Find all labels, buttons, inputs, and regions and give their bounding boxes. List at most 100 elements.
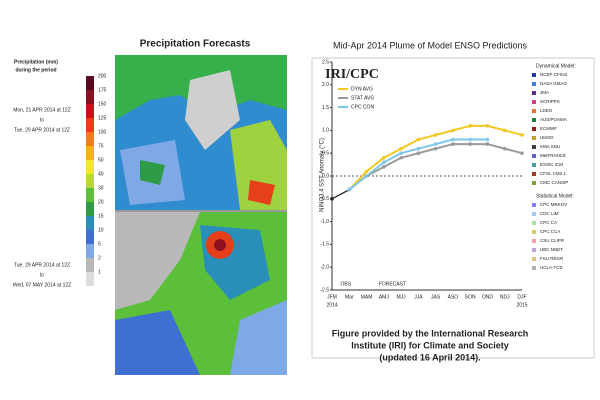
x-tick-label: MAM	[361, 294, 373, 300]
model-name: UBC NNET	[540, 247, 563, 252]
model-name: CPC CCA	[540, 229, 560, 234]
caption: Institute (IRI) for Climate and Society	[351, 340, 509, 350]
model-name: SCRIPPS	[540, 99, 560, 104]
x-tick-label: ASO	[448, 294, 459, 300]
maps-title: Precipitation Forecasts	[140, 39, 251, 50]
model-swatch	[532, 154, 536, 158]
model-swatch	[532, 221, 536, 225]
series-point	[347, 187, 352, 192]
colorbar-segment	[86, 216, 94, 230]
model-swatch	[532, 257, 536, 261]
series-point	[382, 160, 386, 165]
logo: IRI/CPC	[325, 67, 379, 82]
model-name: UKMO	[540, 135, 554, 140]
model-swatch	[532, 230, 536, 234]
colorbar-tick-label: 1	[98, 269, 101, 275]
model-swatch	[532, 203, 536, 207]
y-tick-label: -2.0	[320, 265, 329, 271]
series-point	[382, 165, 386, 169]
series-point	[382, 155, 386, 160]
period-label: FORECAST	[379, 281, 406, 287]
map-top	[115, 55, 287, 210]
y-tick-label: -1.5	[320, 242, 329, 248]
colorbar-segment	[86, 76, 94, 90]
series-point	[520, 151, 524, 155]
colorbar-tick-label: 15	[98, 213, 104, 219]
model-name: AUS/POAMA	[540, 117, 567, 122]
model-swatch	[532, 266, 536, 270]
series-point	[485, 142, 490, 146]
model-swatch	[532, 239, 536, 243]
series-line	[331, 189, 350, 200]
colorbar-tick-label: 75	[98, 143, 104, 149]
series-point	[468, 124, 472, 128]
legend-label: CPC CON	[351, 104, 374, 110]
map-bottom	[115, 212, 287, 375]
y-tick-label: -1.0	[320, 219, 329, 225]
caption: (updated 16 April 2014).	[379, 352, 480, 362]
period-to: to	[40, 117, 44, 123]
model-swatch	[532, 91, 536, 95]
colorbar-tick-label: 175	[98, 87, 107, 93]
model-swatch	[532, 127, 536, 131]
period-to: to	[40, 272, 44, 278]
colorbar-tick-label: 40	[98, 171, 104, 177]
colorbar-segment	[86, 146, 94, 160]
y-tick-label: 2.0	[322, 82, 329, 88]
colorbar-tick-label: 50	[98, 157, 104, 163]
model-swatch	[532, 73, 536, 77]
colorbar-segment	[86, 272, 94, 286]
model-swatch	[532, 145, 536, 149]
colorbar-tick-label: 20	[98, 199, 104, 205]
series-point	[399, 151, 403, 155]
model-name: JMA	[540, 90, 549, 95]
series-point	[502, 128, 507, 133]
x-tick-label: NDJ	[500, 294, 510, 300]
y-tick-label: -0.5	[320, 196, 329, 202]
series-point	[364, 169, 369, 174]
model-swatch	[532, 109, 536, 113]
series-point	[451, 128, 455, 133]
series-point	[330, 197, 334, 201]
series-point	[416, 137, 421, 142]
model-group-heading: Dynamical Model:	[536, 63, 576, 69]
period-label: OBS	[341, 281, 352, 287]
series-point	[399, 146, 403, 151]
series-point	[502, 146, 507, 151]
model-name: FSU REGR	[540, 256, 564, 261]
series-point	[416, 146, 421, 151]
colorbar-segment	[86, 90, 94, 104]
y-tick-label: 1.0	[322, 128, 329, 134]
model-swatch	[532, 118, 536, 122]
model-swatch	[532, 181, 536, 185]
model-name: ECMWF	[540, 126, 557, 131]
colorbar-segment	[86, 258, 94, 272]
colorbar-segment	[86, 244, 94, 258]
model-name: CDC LIM	[540, 211, 559, 216]
colorbar-segment	[86, 188, 94, 202]
colorbar-tick-label: 30	[98, 185, 104, 191]
model-name: LDEO	[540, 108, 553, 113]
colorbar-tick-label: 5	[98, 241, 101, 247]
model-swatch	[532, 82, 536, 86]
period-until: Tue, 29 APR 2014 at 12Z	[14, 127, 70, 133]
model-name: CPC MRKOV	[540, 202, 567, 207]
model-name: CMC CANSIP	[540, 180, 568, 185]
model-swatch	[532, 163, 536, 167]
colorbar-label: during the period	[15, 67, 56, 73]
series-point	[433, 133, 438, 137]
series-point	[364, 174, 369, 178]
model-swatch	[532, 172, 536, 176]
x-tick-label: JJA	[414, 294, 423, 300]
model-name: UCLA-TCD	[540, 265, 564, 270]
colorbar-label: Precipitation (mm)	[14, 59, 58, 65]
colorbar-tick-label: 10	[98, 227, 104, 233]
series-point	[433, 146, 438, 151]
colorbar-tick-label: 2	[98, 255, 101, 261]
model-swatch	[532, 212, 536, 216]
model-name: CSU CLIPR	[540, 238, 565, 243]
x-tick-label: MJJ	[397, 294, 407, 300]
model-name: KMA SNU	[540, 144, 560, 149]
x-tick-label: DJF	[517, 294, 526, 300]
